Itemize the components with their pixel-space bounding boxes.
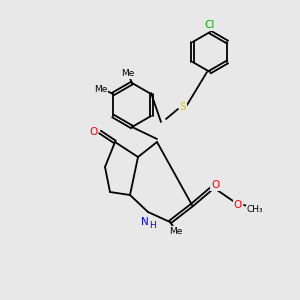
Text: O: O <box>89 127 97 137</box>
Text: Me: Me <box>121 70 135 79</box>
Text: CH₃: CH₃ <box>247 206 263 214</box>
Text: S: S <box>180 102 186 112</box>
Text: Cl: Cl <box>205 20 215 30</box>
Text: H: H <box>148 220 155 230</box>
Text: O: O <box>211 180 219 190</box>
Text: O: O <box>234 200 242 210</box>
Text: Me: Me <box>94 85 108 94</box>
Text: N: N <box>141 217 149 227</box>
Text: Me: Me <box>169 226 183 236</box>
